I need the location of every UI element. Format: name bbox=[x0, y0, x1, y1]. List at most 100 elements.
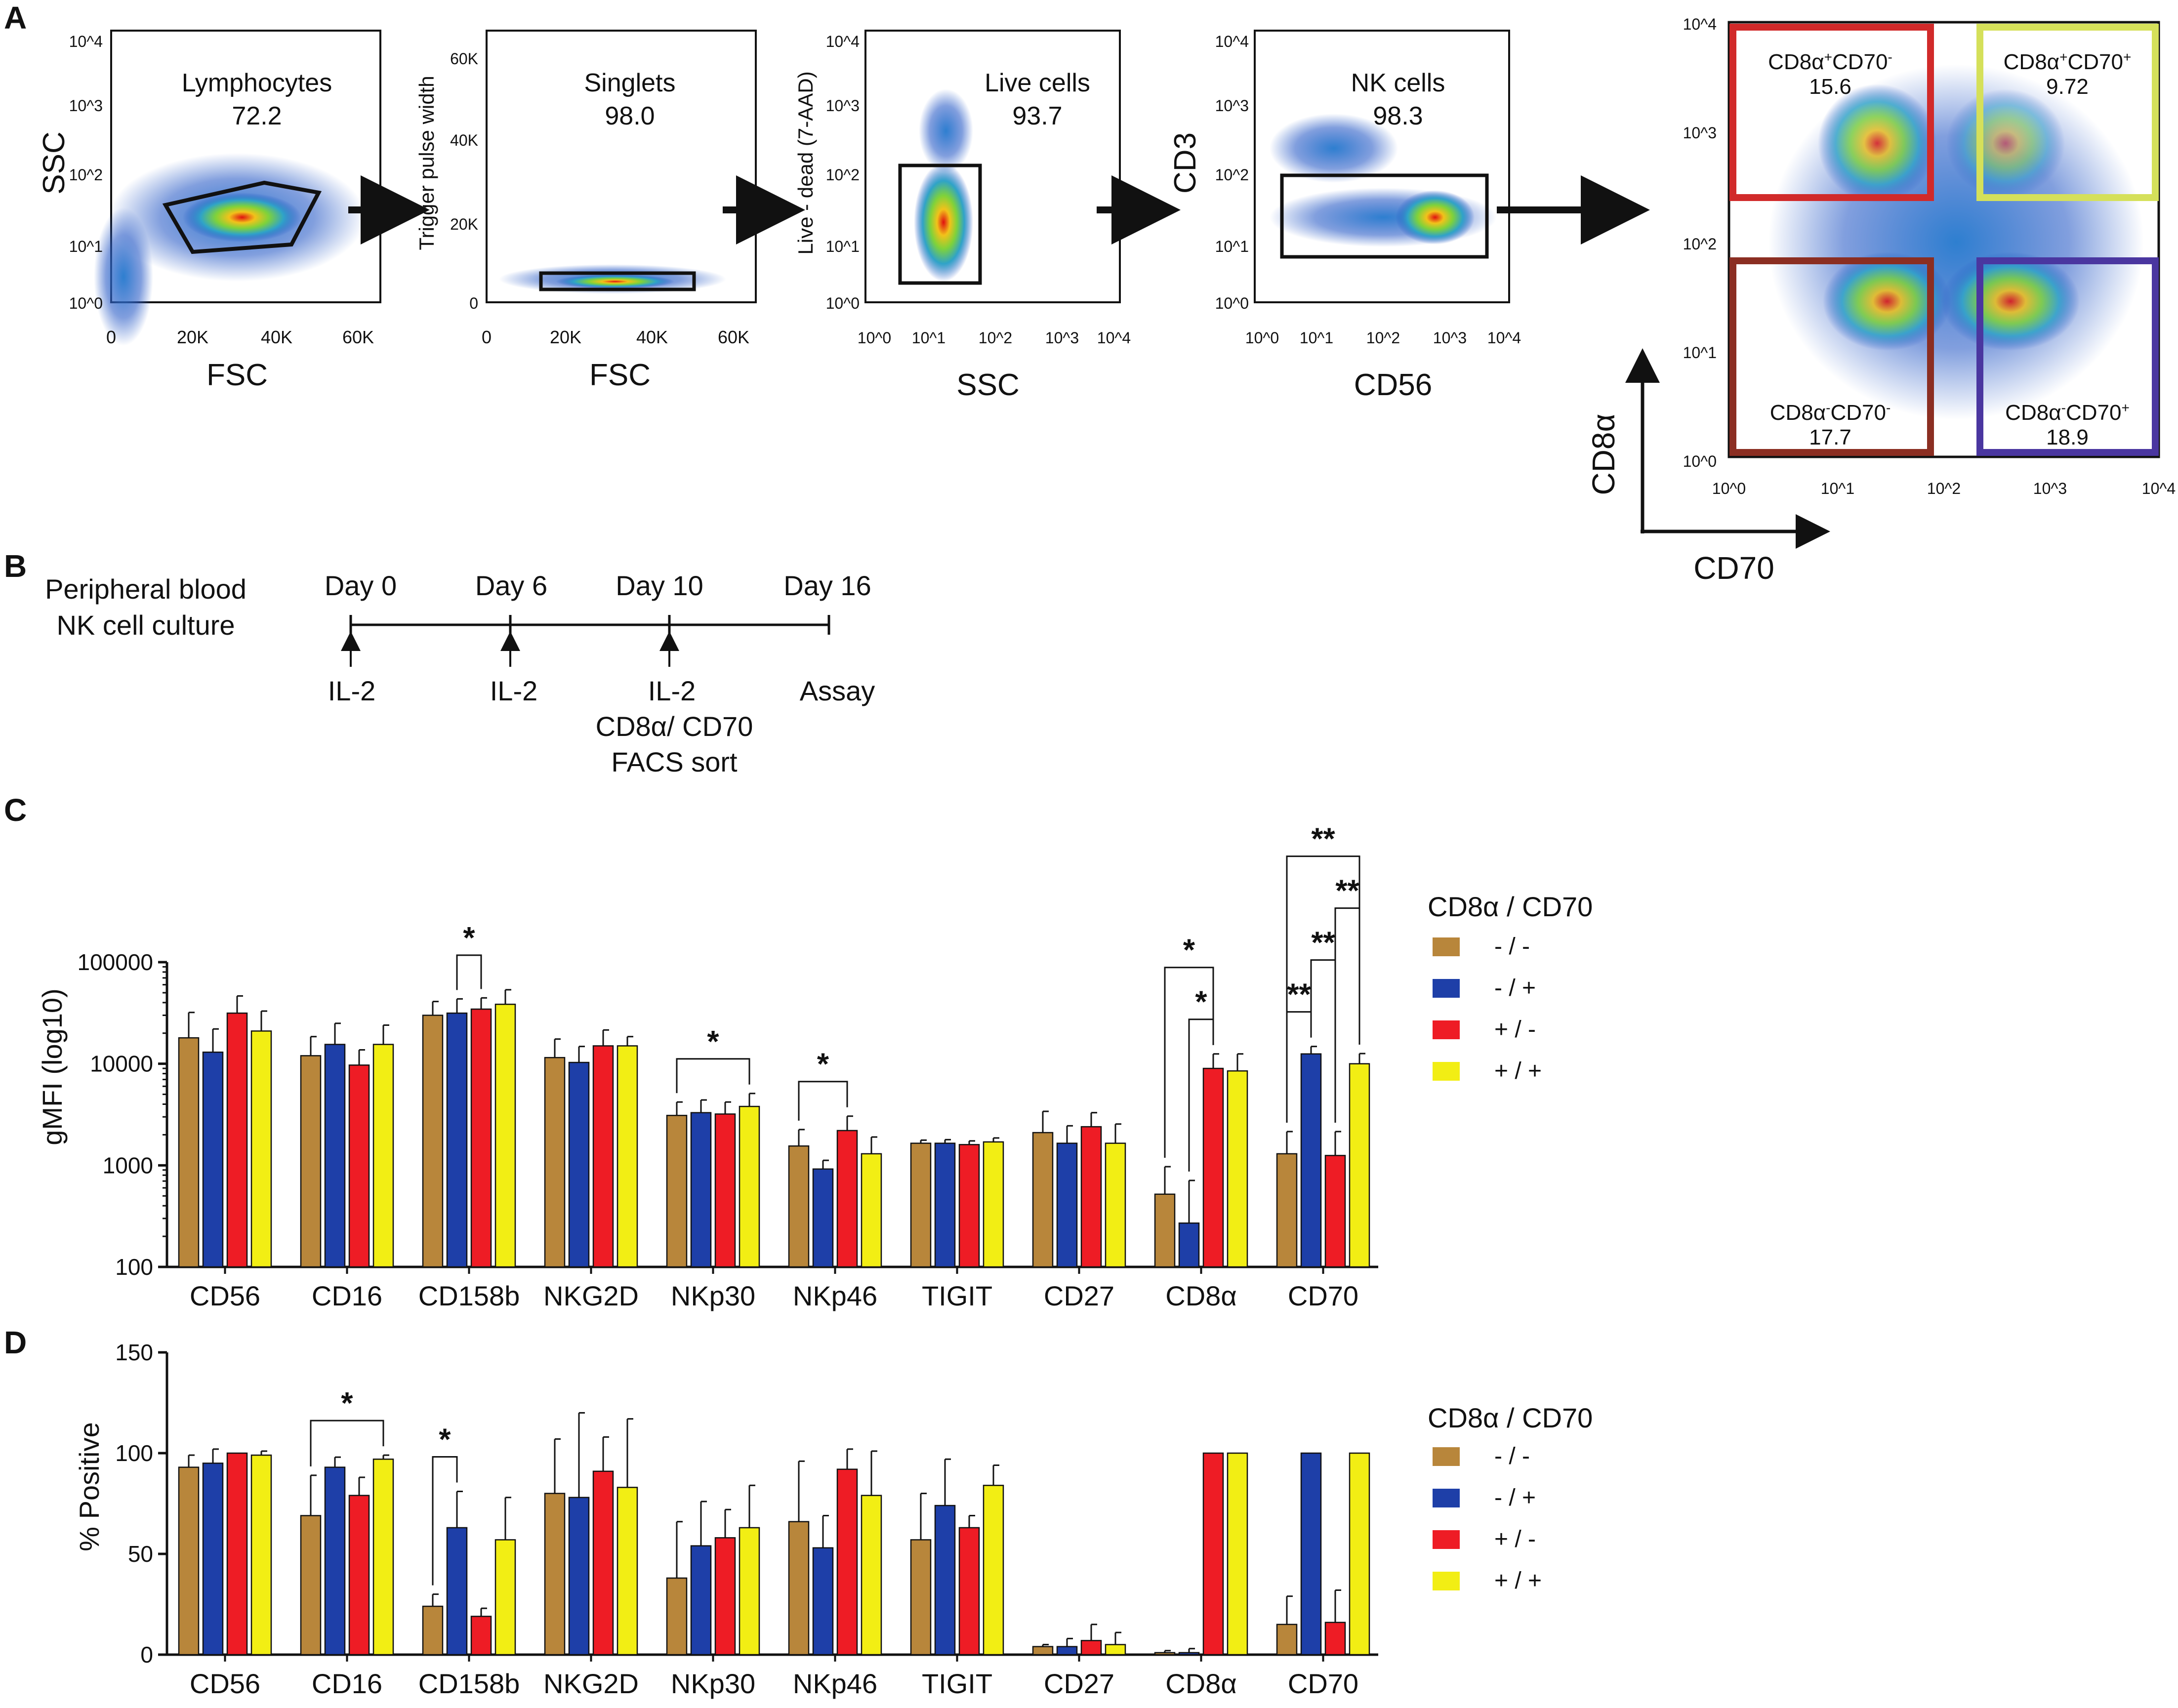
y-tick: 0 bbox=[469, 294, 478, 312]
x-tick-label: CD70 bbox=[1288, 1668, 1358, 1699]
bar bbox=[934, 1142, 956, 1268]
x-axis-label: CD70 bbox=[1693, 550, 1774, 586]
bar bbox=[812, 1168, 834, 1268]
x-tick-label: CD56 bbox=[190, 1280, 260, 1311]
bar bbox=[836, 1468, 858, 1656]
quadrant-label: CD8α-CD70+ bbox=[2005, 400, 2130, 425]
bar bbox=[739, 1105, 760, 1268]
y-tick: 10^0 bbox=[1683, 452, 1717, 470]
y-tick: 10^1 bbox=[826, 238, 860, 255]
bar bbox=[446, 1527, 468, 1656]
bar bbox=[958, 1527, 980, 1656]
bar bbox=[300, 1055, 322, 1268]
y-tick-label: 150 bbox=[115, 1340, 153, 1365]
y-tick: 10^1 bbox=[1215, 238, 1249, 255]
x-tick-label: CD8α bbox=[1165, 1280, 1236, 1311]
event-label: Assay bbox=[800, 675, 875, 706]
bar bbox=[1349, 1063, 1370, 1268]
gmfi-bar-chart: gMFI (log10) 100 1000 10000 100000 CD56 CD16 C… bbox=[37, 822, 1378, 1311]
significance-marker: * bbox=[463, 921, 475, 955]
bar bbox=[690, 1545, 712, 1656]
y-axis-label: gMFI (log10) bbox=[37, 988, 68, 1145]
bar bbox=[1154, 1193, 1176, 1268]
bar bbox=[422, 1015, 444, 1268]
percent-positive-bar-chart: % Positive 0 50 100 150 CD56 CD16 CD158b NKG2D N… bbox=[74, 1340, 1378, 1699]
y-axis-label: Trigger pulse width bbox=[415, 76, 438, 250]
legend-swatch-pp bbox=[1433, 1062, 1460, 1081]
bar bbox=[983, 1485, 1004, 1656]
x-axis-label: SSC bbox=[956, 368, 1019, 402]
significance-marker: ** bbox=[1311, 822, 1335, 856]
gate-cd8-neg-cd70-pos bbox=[1976, 257, 2159, 456]
x-tick-label: CD56 bbox=[190, 1668, 260, 1699]
bar bbox=[470, 1616, 492, 1656]
bar bbox=[714, 1113, 736, 1268]
bar bbox=[226, 1012, 248, 1268]
x-tick: 60K bbox=[342, 327, 374, 347]
bar bbox=[1080, 1126, 1102, 1268]
significance-bracket bbox=[1188, 1018, 1214, 1172]
bar bbox=[1276, 1153, 1298, 1268]
y-tick: 40K bbox=[450, 131, 478, 149]
y-tick: 10^0 bbox=[69, 294, 103, 312]
day-label: Day 16 bbox=[783, 570, 871, 601]
y-tick: 10^3 bbox=[1215, 97, 1249, 115]
day-label: Day 10 bbox=[616, 570, 703, 601]
x-tick-label: CD8α bbox=[1165, 1668, 1236, 1699]
panel-label-b: B bbox=[4, 548, 27, 584]
significance-marker: * bbox=[707, 1025, 719, 1059]
flow-plot-live-cells: Live cells 93.7 SSC Live - dead (7-AAD) … bbox=[794, 30, 1131, 402]
gate-value: 93.7 bbox=[1012, 102, 1062, 130]
significance-marker: ** bbox=[1311, 926, 1335, 960]
flow-plot-singlets: Singlets 98.0 FSC Trigger pulse width 0 … bbox=[415, 30, 757, 392]
bar bbox=[910, 1142, 932, 1268]
significance-marker: * bbox=[817, 1048, 829, 1082]
gate-cd8-pos-cd70-neg bbox=[1729, 24, 1934, 201]
x-tick: 10^1 bbox=[1300, 329, 1333, 347]
significance-bracket bbox=[798, 1081, 848, 1121]
panel-label-c: C bbox=[4, 792, 27, 828]
timeline-label: NK cell culture bbox=[56, 610, 235, 641]
bar bbox=[616, 1487, 638, 1656]
bar bbox=[983, 1141, 1004, 1268]
flow-plot-lymphocytes: Lymphocytes 72.2 FSC SSC 0 20K 40K 60K 1… bbox=[37, 30, 381, 392]
x-tick: 10^2 bbox=[1366, 329, 1400, 347]
x-tick: 40K bbox=[261, 327, 292, 347]
x-axis-label: FSC bbox=[206, 358, 268, 392]
bar bbox=[470, 1008, 492, 1268]
significance-bracket bbox=[310, 1420, 384, 1466]
bar bbox=[1324, 1155, 1346, 1268]
x-tick: 10^1 bbox=[1821, 480, 1854, 497]
x-tick-label: CD16 bbox=[312, 1668, 382, 1699]
bar bbox=[372, 1044, 394, 1268]
bar bbox=[544, 1493, 566, 1656]
legend-swatch-np bbox=[1433, 1489, 1460, 1507]
x-tick: 10^4 bbox=[1097, 329, 1131, 347]
y-tick-label: 10000 bbox=[90, 1051, 153, 1077]
bar bbox=[372, 1458, 394, 1656]
y-tick: 60K bbox=[450, 50, 478, 68]
quadrant-label: CD8α+CD70+ bbox=[2004, 49, 2132, 75]
x-axis-label: CD56 bbox=[1354, 368, 1433, 402]
y-tick: 10^1 bbox=[1683, 344, 1717, 362]
legend-swatch-np bbox=[1433, 979, 1460, 998]
x-tick-label: NKp46 bbox=[793, 1668, 877, 1699]
bar bbox=[1276, 1624, 1298, 1656]
bar bbox=[446, 1012, 468, 1268]
bar bbox=[348, 1495, 370, 1656]
bar bbox=[202, 1051, 224, 1268]
bar bbox=[836, 1130, 858, 1268]
density-core bbox=[1941, 252, 2080, 351]
event-label: IL-2 bbox=[648, 675, 696, 706]
x-tick-label: TIGIT bbox=[922, 1668, 992, 1699]
y-tick-label: 100 bbox=[115, 1440, 153, 1466]
x-tick-label: CD27 bbox=[1044, 1668, 1114, 1699]
x-tick: 10^4 bbox=[1487, 329, 1521, 347]
y-tick: 10^2 bbox=[1215, 166, 1249, 184]
event-label: IL-2 bbox=[328, 675, 376, 706]
quadrant-label: CD8α-CD70- bbox=[1770, 400, 1891, 425]
bar bbox=[250, 1030, 272, 1268]
gate-rect bbox=[898, 163, 982, 285]
gate-value: 72.2 bbox=[232, 102, 282, 130]
